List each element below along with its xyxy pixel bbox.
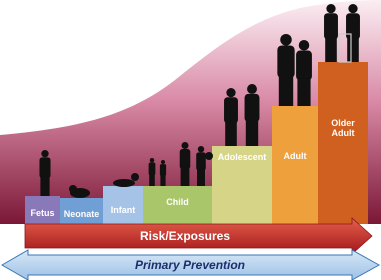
prevention-label: Primary Prevention [28,258,352,272]
silhouette-head [226,88,235,97]
stage-label: Infant [105,205,141,215]
silhouette-body [296,51,312,81]
silhouette-body [277,46,294,78]
stage-label: Fetus [27,208,58,218]
silhouette-legs [279,76,293,106]
silhouette-legs [160,175,165,186]
stage-step [272,106,318,224]
silhouette-head [247,84,257,94]
silhouette-body [224,97,238,123]
silhouette-legs [297,78,310,106]
silhouette-head [299,40,310,51]
silhouette-head [198,146,204,152]
silhouette-legs [149,174,155,186]
silhouette-head [181,142,188,149]
stage-label: Older Adult [320,118,366,138]
silhouette-head [69,185,77,193]
silhouette-legs [325,38,337,62]
silhouette-head [131,173,139,181]
silhouette-legs [181,168,190,186]
silhouette-head [280,34,292,46]
silhouette-head [326,4,335,13]
silhouette-head [41,150,48,157]
stage-label: Adult [274,151,316,161]
silhouette-ball [205,152,213,160]
silhouette-body [346,13,360,39]
silhouette-body [245,94,260,122]
stage-label: Adolescent [214,152,270,162]
silhouette-body [180,149,191,169]
silhouette-legs [225,122,237,146]
life-course-diagram: Risk/Exposures Primary Prevention Fetus N… [0,0,381,280]
silhouette-body [149,162,156,175]
silhouette-crawler [113,179,135,187]
silhouette-head [161,160,165,164]
stage-step [318,62,368,224]
silhouette-body [160,164,166,176]
silhouette-legs [40,177,49,196]
silhouette-body [196,152,206,170]
silhouette-legs [347,38,359,62]
silhouette-body [324,13,338,39]
risk-label: Risk/Exposures [25,229,345,243]
stage-label: Neonate [62,209,101,219]
silhouette-head [348,4,357,13]
silhouette-legs [246,120,258,146]
silhouette-head [150,158,154,162]
silhouette-body [39,157,50,178]
silhouette-legs [197,169,205,186]
stage-label: Child [145,197,210,207]
